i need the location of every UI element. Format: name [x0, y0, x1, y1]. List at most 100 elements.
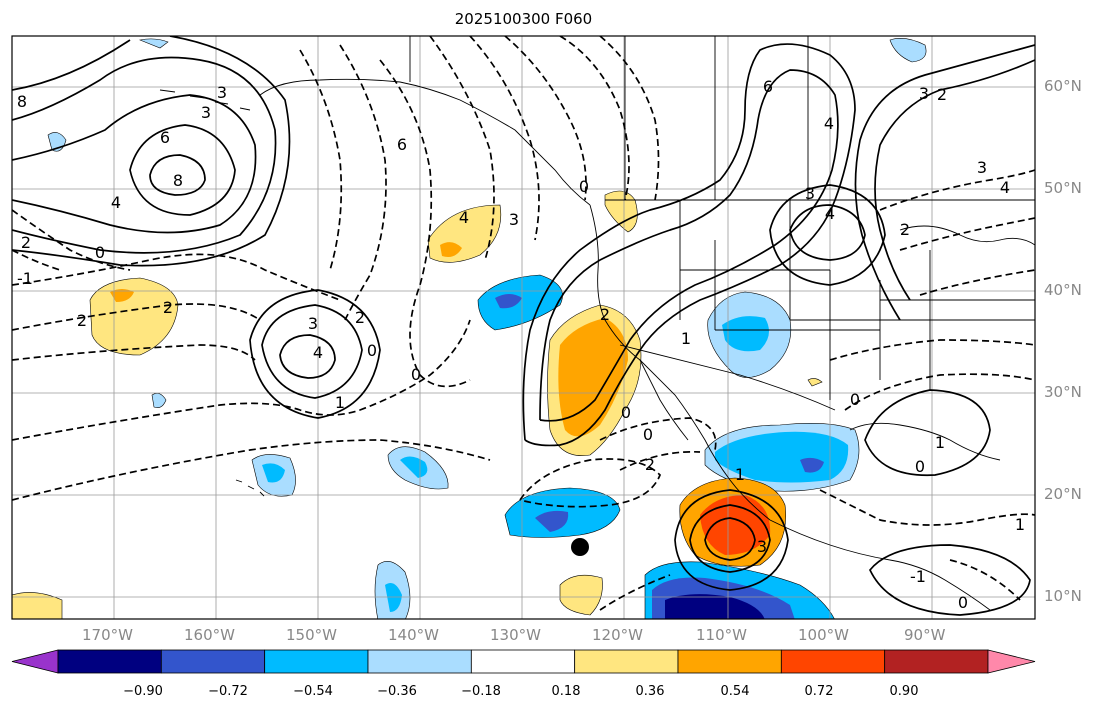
dashed-contours [12, 36, 1035, 611]
contour-line [599, 574, 671, 611]
map-title: 2025100300 F060 [454, 10, 593, 28]
contour-label: 2 [77, 311, 87, 330]
hawaii-islands [235, 479, 265, 497]
alaska-coast [259, 78, 591, 206]
colorbar-label: −0.72 [208, 684, 248, 699]
contour-line [469, 36, 540, 241]
colorbar-swatch [160, 649, 266, 674]
anomaly-area [800, 457, 824, 473]
contour-label: 3 [217, 83, 227, 102]
contour-line [149, 154, 206, 196]
us-mexico-border [619, 344, 836, 411]
anomaly-area [558, 318, 628, 437]
contour-label: 0 [411, 365, 421, 384]
colorbar-swatch [470, 649, 576, 674]
contour-label: 2 [355, 308, 365, 327]
contour-line [789, 204, 866, 261]
contour-line [704, 517, 756, 561]
contour-line [249, 289, 381, 419]
colorbar-label: 0.54 [720, 684, 750, 699]
lon-tick-label: 160°W [184, 626, 235, 644]
contour-line [279, 334, 336, 379]
contour-line [12, 94, 257, 234]
anomaly-area [722, 316, 769, 352]
anomaly-area [535, 510, 569, 532]
contour-label: 1 [1015, 515, 1025, 534]
colorbar-label: 0.72 [804, 684, 834, 699]
contour-label: 0 [367, 341, 377, 360]
colorbar [11, 649, 1036, 674]
contour-line [12, 209, 131, 271]
contour-labels: 8 3 6 8 4 2 -1 0 2 2 6 4 3 3 2 4 0 1 0 6… [17, 77, 1025, 612]
yucatan-central-america [829, 544, 991, 611]
colorbar-label: 0.90 [889, 684, 919, 699]
contour-line [299, 49, 343, 271]
lon-tick-label: 120°W [592, 626, 643, 644]
contour-label: 0 [643, 425, 653, 444]
contour-line [129, 124, 236, 216]
contour-line [12, 253, 341, 301]
contour-line [829, 339, 1035, 361]
lat-tick-label: 40°N [1044, 281, 1082, 299]
contour-label: 6 [160, 128, 170, 147]
contour-line [599, 36, 660, 201]
contour-label: 4 [459, 208, 469, 227]
contour-label: 3 [509, 210, 519, 229]
colorbar-swatch [884, 649, 989, 674]
contour-label: 4 [825, 204, 835, 223]
anomaly-area [559, 574, 603, 616]
contour-line [12, 36, 291, 267]
contour-line [769, 184, 886, 286]
contour-label: 2 [163, 298, 173, 317]
solid-contours [12, 36, 1035, 616]
anomaly-area [262, 463, 285, 483]
contour-label: 4 [824, 114, 834, 133]
colorbar-extend-min [11, 649, 59, 674]
contour-line [559, 36, 630, 201]
colorbar-swatch [574, 649, 679, 674]
contour-line [599, 417, 717, 451]
contour-label: 0 [621, 403, 631, 422]
map-frame [11, 35, 1036, 620]
contour-label: 3 [308, 314, 318, 333]
contour-line [519, 458, 661, 508]
contour-label: -1 [910, 567, 926, 586]
anomaly-area [385, 582, 402, 612]
contour-line [12, 249, 61, 271]
lat-tick-label: 10°N [1044, 587, 1082, 605]
state-borders [679, 200, 1035, 400]
lon-tick-label: 90°W [904, 626, 946, 644]
contour-label: 0 [95, 243, 105, 262]
great-lakes [899, 225, 1035, 246]
anomaly-area [477, 274, 563, 331]
baja-california [639, 359, 689, 441]
colorbar-swatch [57, 649, 162, 674]
coastlines [159, 36, 1035, 611]
contour-label: 4 [313, 343, 323, 362]
contour-label: 4 [111, 193, 121, 212]
aleutian-islands [159, 89, 251, 111]
contour-line [12, 319, 471, 441]
anomaly-area [138, 38, 169, 49]
lon-tick-label: 130°W [490, 626, 541, 644]
contour-label: 0 [579, 177, 589, 196]
contour-line [379, 59, 471, 388]
colorbar-extend-max [987, 649, 1036, 674]
contour-line [819, 489, 1035, 526]
contour-label: -1 [17, 269, 33, 288]
colorbar-swatch [367, 649, 472, 674]
contour-label: 2 [600, 305, 610, 324]
contour-label: 6 [763, 77, 773, 96]
contour-line [899, 217, 1035, 251]
contour-line [261, 304, 363, 399]
contour-label: 1 [935, 433, 945, 452]
contour-line [12, 439, 491, 501]
anomaly-area [12, 592, 63, 619]
contour-label: 2 [21, 233, 31, 252]
colorbar-swatch [677, 649, 782, 674]
lon-tick-label: 110°W [696, 626, 747, 644]
lon-tick-label: 100°W [798, 626, 849, 644]
anomaly-area [700, 495, 771, 555]
lon-tick-label: 150°W [286, 626, 337, 644]
